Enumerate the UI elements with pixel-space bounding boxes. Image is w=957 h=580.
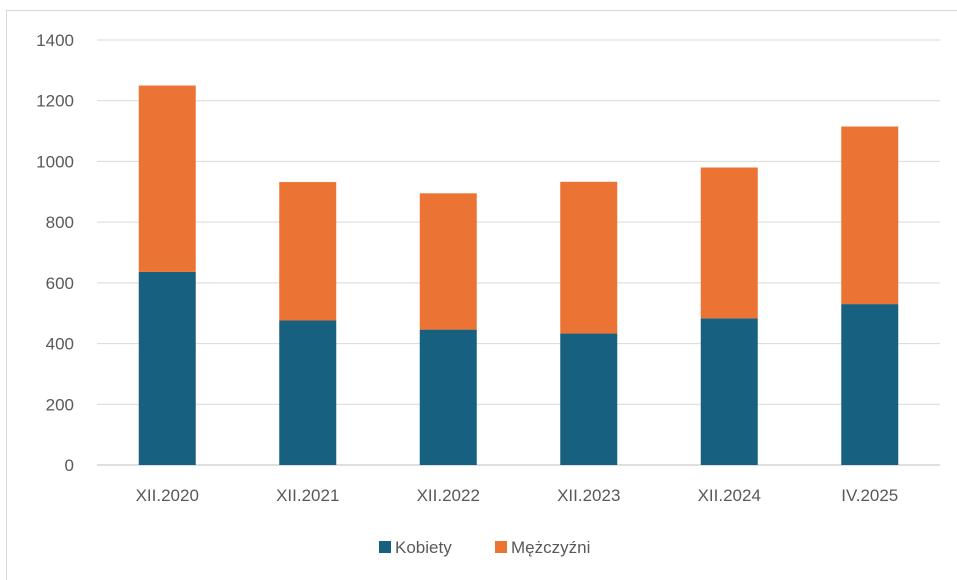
- legend-label: Kobiety: [395, 538, 452, 557]
- x-tick-label: XII.2020: [136, 486, 199, 505]
- legend-swatch: [495, 541, 507, 553]
- bar-kobiety: [700, 318, 758, 465]
- bar-mezczyzni: [279, 182, 337, 321]
- gridlines: [97, 39, 940, 466]
- x-tick-label: XII.2022: [417, 486, 480, 505]
- bar-kobiety: [560, 333, 618, 465]
- bar-kobiety: [841, 304, 899, 465]
- bars: [138, 85, 899, 465]
- bar-mezczyzni: [419, 193, 477, 330]
- y-tick-label: 400: [46, 335, 74, 354]
- y-tick-label: 1200: [36, 92, 74, 111]
- y-tick-label: 0: [65, 456, 74, 475]
- x-tick-label: IV.2025: [841, 486, 898, 505]
- x-axis-ticks: XII.2020 XII.2021 XII.2022 XII.2023 XII.2024…: [136, 486, 899, 505]
- legend-swatch: [379, 541, 391, 553]
- y-tick-label: 800: [46, 213, 74, 232]
- y-tick-label: 200: [46, 395, 74, 414]
- y-tick-label: 600: [46, 274, 74, 293]
- bar-kobiety: [138, 271, 196, 465]
- y-tick-label: 1000: [36, 152, 74, 171]
- x-tick-label: XII.2021: [276, 486, 339, 505]
- bar-kobiety: [279, 320, 337, 465]
- x-tick-label: XII.2023: [557, 486, 620, 505]
- legend-label: Mężczyźni: [511, 538, 590, 557]
- bar-mezczyzni: [138, 85, 196, 272]
- bar-mezczyzni: [560, 181, 618, 334]
- bar-mezczyzni: [700, 167, 758, 319]
- y-tick-label: 1400: [36, 31, 74, 50]
- bar-kobiety: [419, 329, 477, 465]
- x-tick-label: XII.2024: [698, 486, 761, 505]
- y-axis-ticks: 0 200 400 600 800 1000 1200 1400: [36, 31, 74, 475]
- bar-mezczyzni: [841, 126, 899, 305]
- legend: Kobiety Mężczyźni: [379, 538, 590, 557]
